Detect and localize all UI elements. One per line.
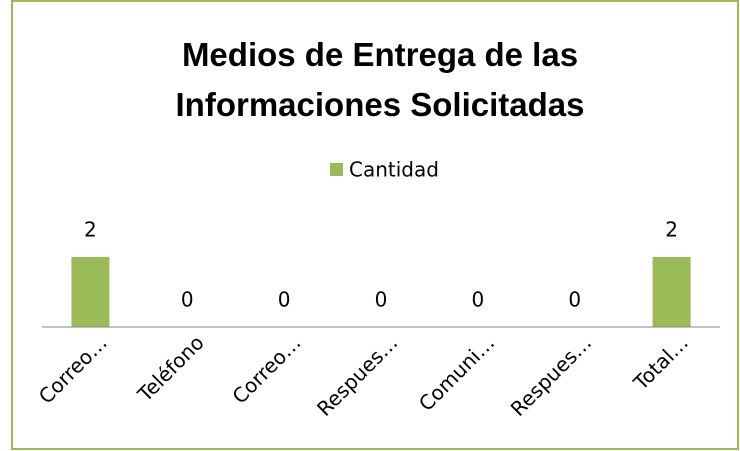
- legend-label: Cantidad: [349, 158, 439, 182]
- chart-frame: [11, 0, 739, 450]
- data-label: 0: [181, 288, 194, 312]
- data-label: 2: [665, 218, 678, 242]
- bar: [71, 257, 110, 327]
- data-label: 2: [84, 218, 97, 242]
- chart-title: Medios de Entrega de las Informaciones S…: [175, 36, 585, 123]
- bar: [652, 257, 691, 327]
- data-label: 0: [568, 288, 581, 312]
- data-label: 0: [278, 288, 291, 312]
- data-label: 0: [471, 288, 484, 312]
- legend-swatch: [330, 163, 343, 176]
- data-label: 0: [375, 288, 388, 312]
